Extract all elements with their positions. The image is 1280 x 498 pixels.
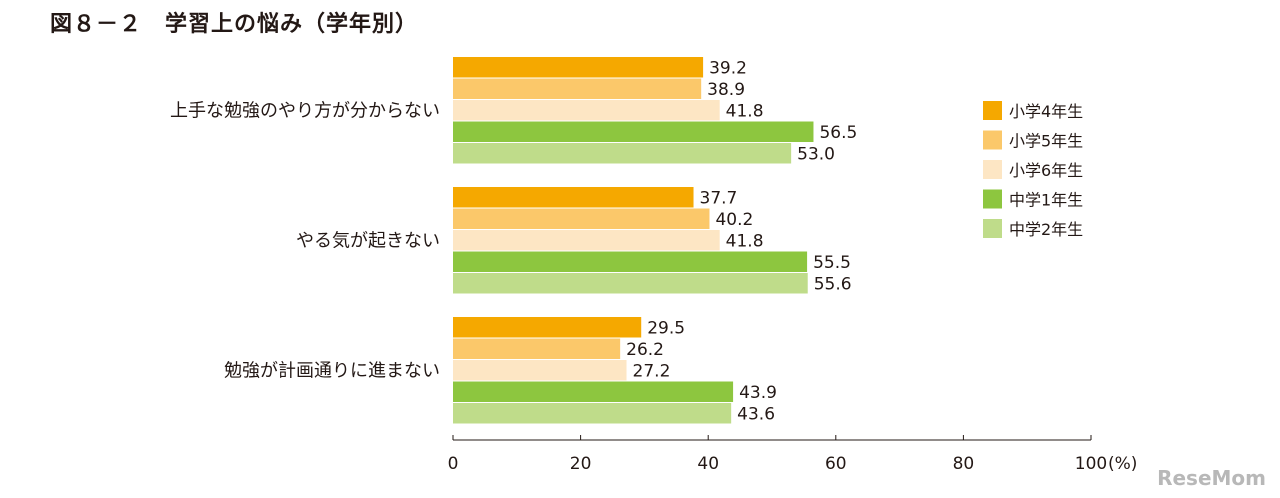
legend-label-3: 小学6年生	[1009, 161, 1083, 180]
legend-label-2: 小学5年生	[1009, 132, 1083, 151]
x-tick-label-20: 20	[570, 454, 592, 474]
bar-2-series-4	[453, 251, 808, 272]
bar-1-series-2	[453, 78, 702, 99]
value-label-3-4: 43.9	[739, 383, 777, 403]
value-label-1-1: 39.2	[709, 58, 747, 78]
bar-2-series-2	[453, 208, 710, 229]
bar-2-series-5	[453, 273, 808, 294]
resemom-logo: ReseMom	[1157, 466, 1266, 490]
value-label-3-2: 26.2	[626, 340, 664, 360]
bar-2-series-3	[453, 230, 720, 251]
category-label-3: 勉強が計画通りに進まない	[224, 360, 440, 381]
legend-label-4: 中学1年生	[1009, 191, 1083, 210]
category-label-1: 上手な勉強のやり方が分からない	[170, 100, 440, 121]
bar-3-series-4	[453, 381, 734, 402]
value-label-1-5: 53.0	[797, 144, 835, 164]
legend-label-5: 中学2年生	[1009, 220, 1083, 239]
value-label-2-5: 55.6	[814, 274, 852, 294]
x-tick-label-80: 80	[953, 454, 975, 474]
bar-3-series-1	[453, 317, 642, 338]
legend-swatch-4	[983, 189, 1002, 209]
bar-1-series-4	[453, 121, 814, 142]
value-label-2-2: 40.2	[715, 210, 753, 230]
bar-3-series-2	[453, 338, 621, 359]
bar-3-series-3	[453, 360, 627, 381]
x-tick-label-100: 100	[1075, 454, 1107, 474]
bar-3-series-5	[453, 403, 732, 424]
category-label-2: やる気が起きない	[296, 230, 440, 251]
legend-swatch-1	[983, 101, 1002, 120]
bar-2-series-1	[453, 187, 694, 208]
x-axis-unit: (%)	[1108, 454, 1137, 474]
bar-1-series-1	[453, 57, 704, 78]
x-tick-label-0: 0	[448, 454, 459, 474]
bars-layer	[453, 57, 814, 424]
bar-1-series-5	[453, 143, 792, 164]
x-tick-label-60: 60	[825, 454, 847, 474]
x-axis: 0 20 40 60 80 100 (%)	[448, 435, 1137, 474]
legend-swatch-3	[983, 160, 1002, 179]
value-label-2-1: 37.7	[700, 188, 738, 208]
x-tick-label-40: 40	[697, 454, 719, 474]
value-label-1-2: 38.9	[707, 80, 745, 100]
legend-label-1: 小学4年生	[1009, 102, 1083, 121]
legend-swatch-2	[983, 130, 1002, 150]
value-label-1-4: 56.5	[819, 123, 857, 143]
bar-1-series-3	[453, 100, 720, 121]
value-label-2-4: 55.5	[813, 253, 851, 273]
value-label-1-3: 41.8	[726, 101, 764, 121]
chart-title: 図８－２ 学習上の悩み（学年別）	[50, 12, 419, 37]
value-label-3-3: 27.2	[633, 361, 671, 381]
legend-swatch-5	[983, 219, 1002, 238]
value-label-3-5: 43.6	[737, 404, 775, 424]
value-label-3-1: 29.5	[647, 318, 685, 338]
value-labels-layer: 39.238.941.856.553.037.740.241.855.555.6…	[626, 58, 857, 424]
value-label-2-3: 41.8	[726, 231, 764, 251]
